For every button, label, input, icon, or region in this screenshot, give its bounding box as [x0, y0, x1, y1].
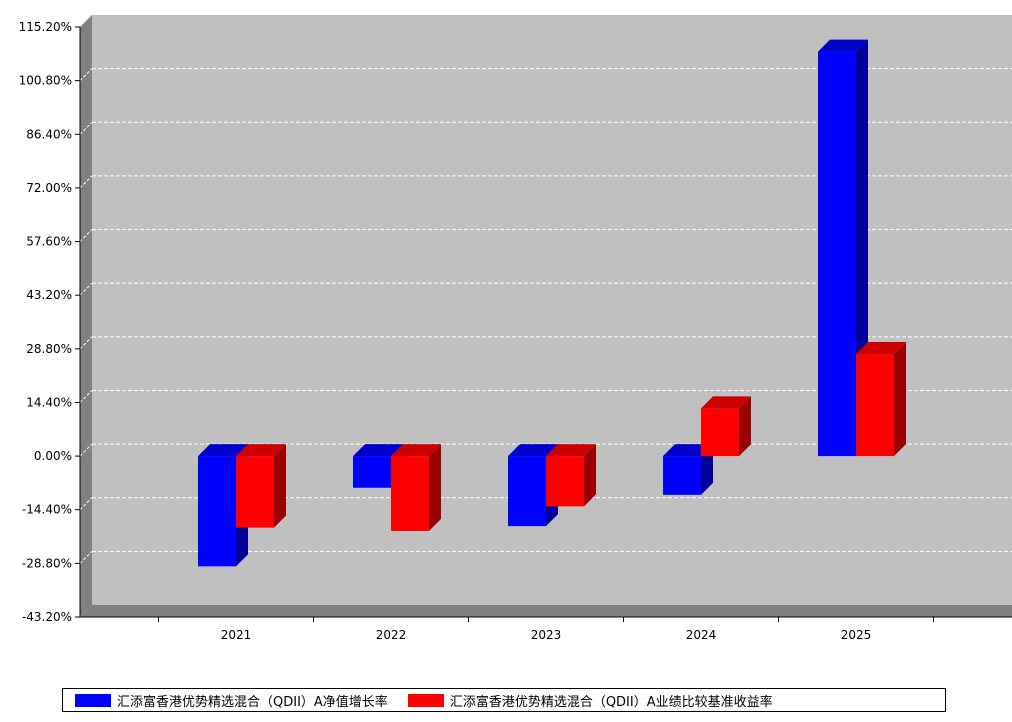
y-tick-label: -28.80%	[22, 556, 72, 570]
bar-side	[274, 444, 286, 528]
bar	[508, 456, 546, 527]
y-tick-label: 57.60%	[26, 235, 72, 249]
bar-top	[391, 444, 441, 457]
y-tick-label: 14.40%	[26, 395, 72, 409]
bar-top	[236, 444, 286, 457]
plot-floor	[80, 605, 1012, 617]
bar-top	[701, 396, 751, 409]
gridline-depth	[79, 68, 93, 81]
bar	[546, 456, 584, 507]
bar	[856, 354, 894, 457]
bar	[391, 456, 429, 531]
gridline-depth	[79, 121, 93, 135]
x-tick-label: 2024	[686, 628, 717, 642]
bar	[663, 456, 701, 495]
bar-top	[663, 444, 713, 457]
gridline-depth	[79, 175, 93, 189]
legend-swatch-blue	[75, 693, 111, 707]
bar	[236, 456, 274, 528]
y-tick-label: 72.00%	[26, 181, 72, 195]
bar-side	[429, 444, 441, 531]
y-tick-label: -14.40%	[22, 503, 72, 517]
bar-top	[198, 444, 248, 457]
bar-top	[508, 444, 558, 457]
gridline-depth	[79, 497, 93, 511]
bar	[353, 456, 391, 488]
y-axis-ticks: 115.20% 100.80% 86.40% 72.00% 57.60% 43.20% 28…	[19, 20, 80, 624]
bar-top	[818, 39, 868, 52]
legend-swatch-red	[407, 693, 444, 707]
bar-side	[739, 396, 751, 457]
y-tick-label: 43.20%	[26, 288, 72, 302]
x-tick-label: 2021	[221, 628, 252, 642]
y-tick-label: 86.40%	[26, 127, 72, 141]
bars	[198, 39, 906, 567]
y-tick-label: 115.20%	[19, 20, 72, 34]
y-tick-label: 0.00%	[34, 449, 72, 463]
plot-back-wall	[92, 15, 1012, 605]
x-tick-label: 2025	[841, 628, 872, 642]
y-tick-label: 100.80%	[19, 74, 72, 88]
bar-side	[701, 444, 713, 495]
legend-label-nav-growth: 汇添富香港优势精选混合（QDII）A净值增长率	[117, 694, 388, 710]
y-tick-label: 28.80%	[26, 342, 72, 356]
bar-top	[856, 342, 906, 355]
bar	[198, 456, 236, 567]
x-axis-ticks: 2021 2022 2023 2024 2025	[158, 617, 934, 642]
bar-side	[894, 342, 906, 457]
bar	[818, 51, 856, 457]
gridline-depth	[79, 443, 93, 457]
x-tick-label: 2023	[531, 628, 562, 642]
legend-item-nav-growth: 汇添富香港优势精选混合（QDII）A净值增长率	[75, 691, 388, 710]
gridline-depth	[79, 390, 93, 403]
bar	[701, 408, 739, 457]
y-tick-label: -43.20%	[22, 610, 72, 624]
bar-top	[546, 444, 596, 457]
gridline-depth	[79, 282, 93, 296]
x-tick-label: 2022	[376, 628, 407, 642]
gridline-depth	[79, 551, 93, 564]
legend-item-benchmark: 汇添富香港优势精选混合（QDII）A业绩比较基准收益率	[407, 691, 773, 710]
plot-left-wall	[80, 15, 92, 617]
gridline-depth	[79, 336, 93, 350]
bar-side	[584, 444, 596, 507]
legend-label-benchmark: 汇添富香港优势精选混合（QDII）A业绩比较基准收益率	[449, 694, 773, 710]
gridline-depth	[79, 229, 93, 242]
legend: 汇添富香港优势精选混合（QDII）A净值增长率 汇添富香港优势精选混合（QDII…	[62, 688, 946, 712]
bar-top	[353, 444, 403, 457]
